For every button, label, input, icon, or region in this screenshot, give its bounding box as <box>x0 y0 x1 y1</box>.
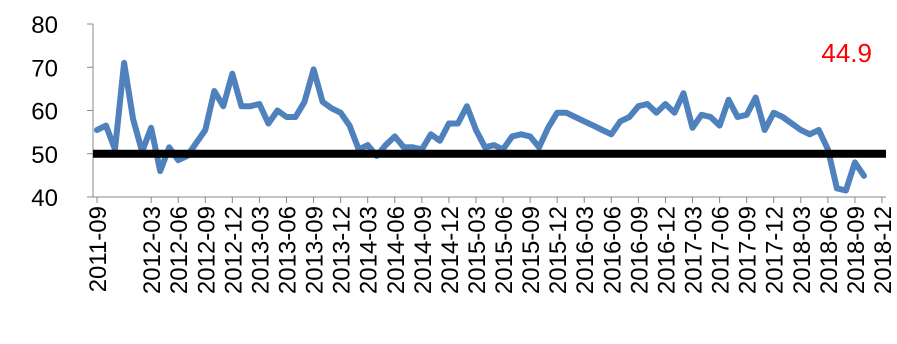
y-tick-label: 80 <box>31 12 58 39</box>
axes <box>92 24 886 198</box>
x-tick-label: 2018-12 <box>870 206 897 294</box>
x-tick-label: 2016-06 <box>599 206 626 294</box>
x-tick-label: 2012-09 <box>193 206 220 294</box>
x-tick-label: 2015-09 <box>518 206 545 294</box>
y-tick-label: 40 <box>31 185 58 212</box>
x-tick-label: 2014-03 <box>356 206 383 294</box>
x-tick-label: 2013-06 <box>274 206 301 294</box>
x-tick-label: 2015-12 <box>545 206 572 294</box>
x-tick-label: 2015-03 <box>464 206 491 294</box>
x-tick-label: 2013-03 <box>247 206 274 294</box>
x-tick-label: 2016-03 <box>572 206 599 294</box>
x-tick-label: 2013-09 <box>302 206 329 294</box>
x-tick-label: 2017-12 <box>762 206 789 294</box>
x-tick-label: 2013-12 <box>329 206 356 294</box>
y-tick-label: 60 <box>31 99 58 126</box>
x-tick-label: 2017-03 <box>681 206 708 294</box>
x-axis-ticks: 2011-09 2012-03 2012-06 2012-09 2012-12 2013-… <box>85 197 897 294</box>
last-value-annotation: 44.9 <box>821 38 872 68</box>
x-tick-label: 2012-06 <box>166 206 193 294</box>
y-tick-label: 70 <box>31 55 58 82</box>
x-tick-label: 2014-06 <box>383 206 410 294</box>
x-tick-label: 2016-12 <box>653 206 680 294</box>
x-tick-label: 2012-03 <box>139 206 166 294</box>
x-tick-label: 2018-03 <box>789 206 816 294</box>
x-tick-label: 2014-09 <box>410 206 437 294</box>
x-tick-label: 2018-06 <box>816 206 843 294</box>
x-tick-label: 2014-12 <box>437 206 464 294</box>
x-tick-label: 2016-09 <box>626 206 653 294</box>
x-tick-label: 2015-06 <box>491 206 518 294</box>
x-tick-label: 2018-09 <box>843 206 870 294</box>
y-tick-label: 50 <box>31 142 58 169</box>
y-axis-ticks: 40 50 60 70 80 <box>31 12 93 212</box>
plot-area <box>93 59 886 194</box>
x-tick-label: 2017-09 <box>735 206 762 294</box>
x-tick-label: 2012-12 <box>220 206 247 294</box>
x-tick-label: 2011-09 <box>85 206 112 292</box>
series-line <box>94 59 867 194</box>
x-tick-label: 2017-06 <box>708 206 735 294</box>
